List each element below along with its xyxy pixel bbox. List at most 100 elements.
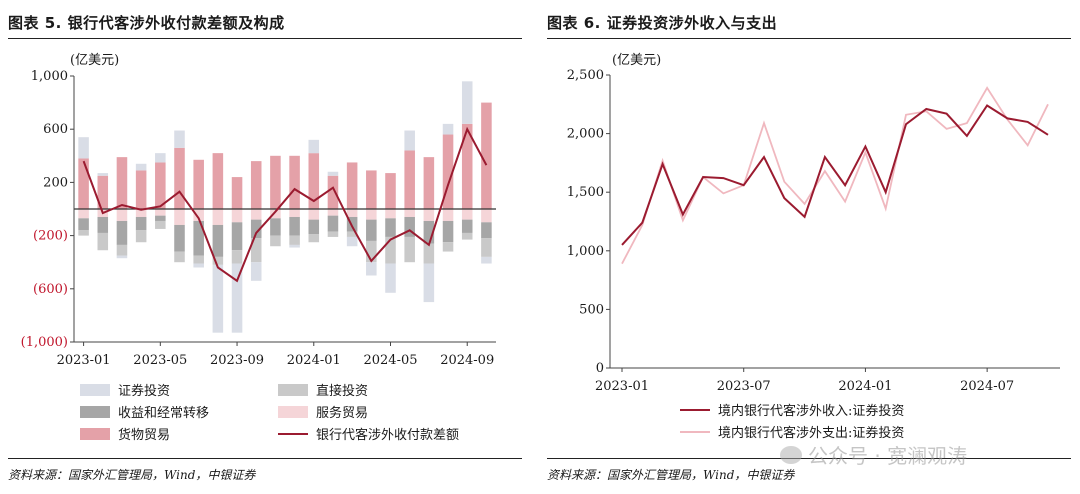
legend-item: 境内银行代客涉外支出:证券投资 [680,422,904,441]
bar-portfolio [461,81,473,124]
bar-income [270,218,281,236]
bar-fdi [174,251,185,263]
bar-goods [346,162,358,209]
bar-goods [442,134,454,209]
bar-portfolio [174,130,185,148]
x-tick-label: 2023-01 [57,353,111,368]
bar-income [404,216,415,237]
legend-label: 货物贸易 [118,428,171,443]
bar-portfolio [481,256,492,264]
bar-goods [116,157,128,209]
x-tick-label: 2024-09 [440,353,494,368]
bar-income [155,215,166,221]
bar-fdi [481,238,492,257]
bar-fdi [270,235,281,247]
right-figure: 图表 6. 证券投资涉外收入与支出 (亿美元) 0 500 1,000 1,500 2,0… [540,0,1080,494]
legend-line-swatch [680,408,710,411]
income-series-line [621,104,1049,246]
y-tick-label: (1,000) [21,335,68,350]
x-tick-label: 2024-01 [838,379,892,394]
legend-label: 服务贸易 [316,406,369,421]
bar-goods [193,159,204,209]
bar-services [116,209,128,221]
bar-fdi [78,230,89,236]
bar-services [135,209,147,217]
bar-income [327,215,339,232]
bar-fdi [346,231,358,237]
y-tick-label: 2,000 [567,127,604,142]
left-figure: 图表 5. 银行代客涉外收付款差额及构成 (亿美元) 1,000 600 200 (20… [0,0,530,494]
x-tick-label: 2024-05 [363,353,417,368]
bar-goods [78,158,89,209]
bar-fdi [289,235,300,245]
bar-fdi [155,220,166,229]
bar-services [461,209,473,220]
bar-portfolio [289,244,300,248]
bar-income [97,216,109,233]
bar-portfolio [193,263,204,268]
bar-portfolio [231,263,243,333]
bar-services [193,209,204,221]
bar-income [366,219,377,241]
bar-goods [174,147,185,209]
bar-portfolio [212,264,224,333]
bar-portfolio [155,153,166,163]
bar-income [231,222,243,251]
bar-services [327,209,339,216]
legend-item: 直接投资 [278,380,368,399]
bar-income [212,224,224,257]
bar-goods [404,150,415,209]
bar-fdi [404,236,415,263]
bar-income [289,216,300,236]
bar-goods [250,161,262,209]
y-tick-label: 200 [43,175,68,190]
watermark-text: 公众号 · 宽澜观涛 [808,444,968,468]
bar-income [461,219,473,233]
left-chart: (亿美元)1,000 600 200 (200) (600) (1,000) 2023-01… [21,53,496,368]
bar-fdi [116,244,128,256]
legend-label: 境内银行代客涉外支出:证券投资 [718,426,905,441]
legend-item: 收益和经常转移 [80,402,209,421]
bar-portfolio [346,236,358,247]
figure-5-title: 图表 5. 银行代客涉外收付款差额及构成 [8,14,285,32]
right-source: 资料来源：国家外汇管理局，Wind，中银证券 [547,468,795,482]
legend-color-swatch [278,405,308,418]
y-tick-label: 1,000 [567,244,604,259]
x-tick-label: 2024-01 [287,353,341,368]
legend-label: 境内银行代客涉外收入:证券投资 [718,404,905,419]
y-unit-label: (亿美元) [70,53,119,68]
bar-goods [97,175,109,209]
bar-services [174,209,185,225]
bar-fdi [250,238,262,263]
legend-item: 境内银行代客涉外收入:证券投资 [680,400,904,419]
bar-goods [461,123,473,209]
bar-services [250,209,262,220]
y-tick-label: (200) [33,229,68,244]
legend-color-swatch [80,405,110,418]
right-chart: (亿美元) 0 500 1,000 1,500 2,000 2,500 2023-01 2023… [567,53,1060,394]
bar-portfolio [423,263,435,303]
bar-goods [366,170,377,209]
bar-services [270,209,281,219]
bar-services [385,209,396,219]
bar-income [78,218,89,231]
bar-goods [385,173,396,209]
bar-goods [135,170,147,209]
title-rule [8,38,522,39]
bar-services [289,209,300,217]
y-tick-label: 0 [596,361,604,376]
bar-income [442,220,454,243]
bar-goods [289,155,300,209]
legend-item: 服务贸易 [278,402,368,421]
x-tick-label: 2023-07 [717,379,771,394]
bar-services [481,209,492,223]
bar-fdi [231,250,243,264]
left-legend: 证券投资 直接投资 收益和经常转移 服务贸易 货物贸易 银行代客涉外收付款差额 [0,380,530,450]
legend-color-swatch [80,383,110,396]
bar-fdi [193,255,204,264]
y-tick-label: (600) [33,282,68,297]
x-tick-label: 2023-01 [595,379,649,394]
x-tick-label: 2024-07 [960,379,1014,394]
bar-fdi [442,242,454,252]
bar-fdi [385,236,396,264]
